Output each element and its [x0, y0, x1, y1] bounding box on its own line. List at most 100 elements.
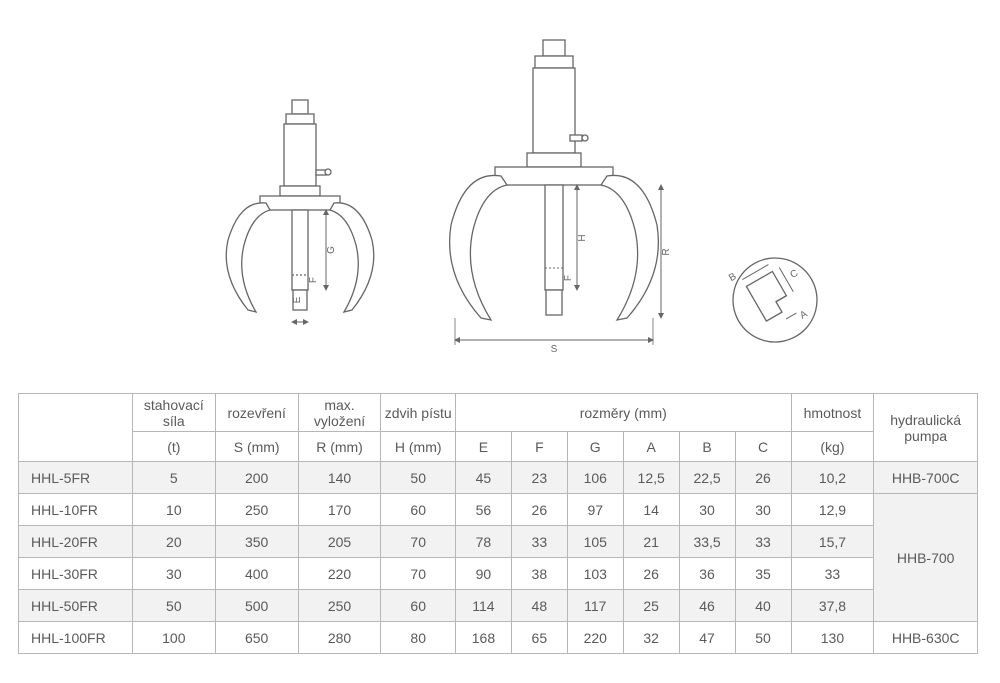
- cell-stroke: 70: [381, 526, 456, 558]
- table-row: HHL-100FR1006502808016865220324750130HHB…: [19, 622, 978, 654]
- cell-C: 33: [735, 526, 791, 558]
- cell-F: 48: [511, 590, 567, 622]
- cell-pump: HHB-630C: [874, 622, 978, 654]
- cell-B: 30: [679, 494, 735, 526]
- cell-force: 50: [132, 590, 215, 622]
- cell-E: 78: [455, 526, 511, 558]
- hdr-B: B: [679, 432, 735, 462]
- cell-A: 26: [623, 558, 679, 590]
- cell-spread: 350: [215, 526, 298, 558]
- cell-C: 35: [735, 558, 791, 590]
- cell-C: 30: [735, 494, 791, 526]
- cell-stroke: 60: [381, 494, 456, 526]
- table-row: HHL-5FR520014050452310612,522,52610,2HHB…: [19, 462, 978, 494]
- cell-G: 117: [567, 590, 623, 622]
- cell-model: HHL-5FR: [19, 462, 133, 494]
- cell-reach: 280: [298, 622, 381, 654]
- hdr-force-unit: (t): [132, 432, 215, 462]
- dim-label-F2: F: [563, 275, 574, 281]
- table-row: HHL-20FR203502057078331052133,53315,7: [19, 526, 978, 558]
- hdr-force: stahovací síla: [132, 394, 215, 432]
- cell-model: HHL-10FR: [19, 494, 133, 526]
- cell-C: 26: [735, 462, 791, 494]
- cell-model: HHL-100FR: [19, 622, 133, 654]
- cell-B: 46: [679, 590, 735, 622]
- cell-F: 26: [511, 494, 567, 526]
- cell-C: 50: [735, 622, 791, 654]
- cell-E: 114: [455, 590, 511, 622]
- cell-B: 22,5: [679, 462, 735, 494]
- cell-A: 14: [623, 494, 679, 526]
- cell-spread: 400: [215, 558, 298, 590]
- cell-reach: 205: [298, 526, 381, 558]
- table-row: HHL-50FR50500250601144811725464037,8: [19, 590, 978, 622]
- hdr-spread: rozevření: [215, 394, 298, 432]
- hdr-C: C: [735, 432, 791, 462]
- cell-reach: 170: [298, 494, 381, 526]
- cell-stroke: 50: [381, 462, 456, 494]
- cell-G: 105: [567, 526, 623, 558]
- cell-A: 25: [623, 590, 679, 622]
- cell-spread: 650: [215, 622, 298, 654]
- hdr-stroke-unit: H (mm): [381, 432, 456, 462]
- dim-label-G: G: [326, 246, 337, 254]
- table-row: HHL-10FR102501706056269714303012,9HHB-70…: [19, 494, 978, 526]
- cell-model: HHL-50FR: [19, 590, 133, 622]
- dim-label-F: F: [308, 277, 319, 283]
- cell-G: 103: [567, 558, 623, 590]
- hdr-G: G: [567, 432, 623, 462]
- cell-E: 56: [455, 494, 511, 526]
- cell-F: 23: [511, 462, 567, 494]
- hdr-F: F: [511, 432, 567, 462]
- cell-weight: 12,9: [791, 494, 874, 526]
- cell-spread: 200: [215, 462, 298, 494]
- cell-A: 32: [623, 622, 679, 654]
- drawing-jaw-detail: B C A: [710, 230, 840, 360]
- drawing-large-puller: H F R S: [425, 40, 685, 360]
- cell-reach: 220: [298, 558, 381, 590]
- cell-B: 47: [679, 622, 735, 654]
- hdr-pump: hydraulická pumpa: [874, 394, 978, 462]
- cell-stroke: 60: [381, 590, 456, 622]
- cell-F: 33: [511, 526, 567, 558]
- cell-force: 30: [132, 558, 215, 590]
- cell-F: 65: [511, 622, 567, 654]
- cell-stroke: 80: [381, 622, 456, 654]
- cell-E: 90: [455, 558, 511, 590]
- hdr-spread-unit: S (mm): [215, 432, 298, 462]
- cell-G: 220: [567, 622, 623, 654]
- hdr-reach-unit: R (mm): [298, 432, 381, 462]
- dim-label-E: E: [292, 296, 303, 303]
- cell-F: 38: [511, 558, 567, 590]
- hdr-A: A: [623, 432, 679, 462]
- hdr-dims: rozměry (mm): [455, 394, 791, 432]
- table-row: HHL-30FR3040022070903810326363533: [19, 558, 978, 590]
- cell-spread: 250: [215, 494, 298, 526]
- cell-G: 97: [567, 494, 623, 526]
- cell-reach: 140: [298, 462, 381, 494]
- cell-E: 45: [455, 462, 511, 494]
- dim-label-R: R: [661, 248, 672, 255]
- cell-weight: 37,8: [791, 590, 874, 622]
- cell-G: 106: [567, 462, 623, 494]
- cell-A: 12,5: [623, 462, 679, 494]
- hdr-weight-unit: (kg): [791, 432, 874, 462]
- cell-force: 5: [132, 462, 215, 494]
- dim-label-H: H: [577, 234, 588, 241]
- cell-weight: 10,2: [791, 462, 874, 494]
- hdr-stroke: zdvih pístu: [381, 394, 456, 432]
- cell-C: 40: [735, 590, 791, 622]
- cell-A: 21: [623, 526, 679, 558]
- dim-label-S: S: [551, 344, 558, 355]
- hdr-model: [19, 394, 133, 462]
- cell-model: HHL-30FR: [19, 558, 133, 590]
- cell-pump-merged: HHB-700: [874, 494, 978, 622]
- cell-E: 168: [455, 622, 511, 654]
- cell-weight: 15,7: [791, 526, 874, 558]
- spec-table: stahovací síla rozevření max. vyložení z…: [18, 393, 978, 654]
- technical-drawings: E F G: [160, 30, 880, 360]
- cell-force: 20: [132, 526, 215, 558]
- cell-model: HHL-20FR: [19, 526, 133, 558]
- cell-force: 100: [132, 622, 215, 654]
- cell-B: 33,5: [679, 526, 735, 558]
